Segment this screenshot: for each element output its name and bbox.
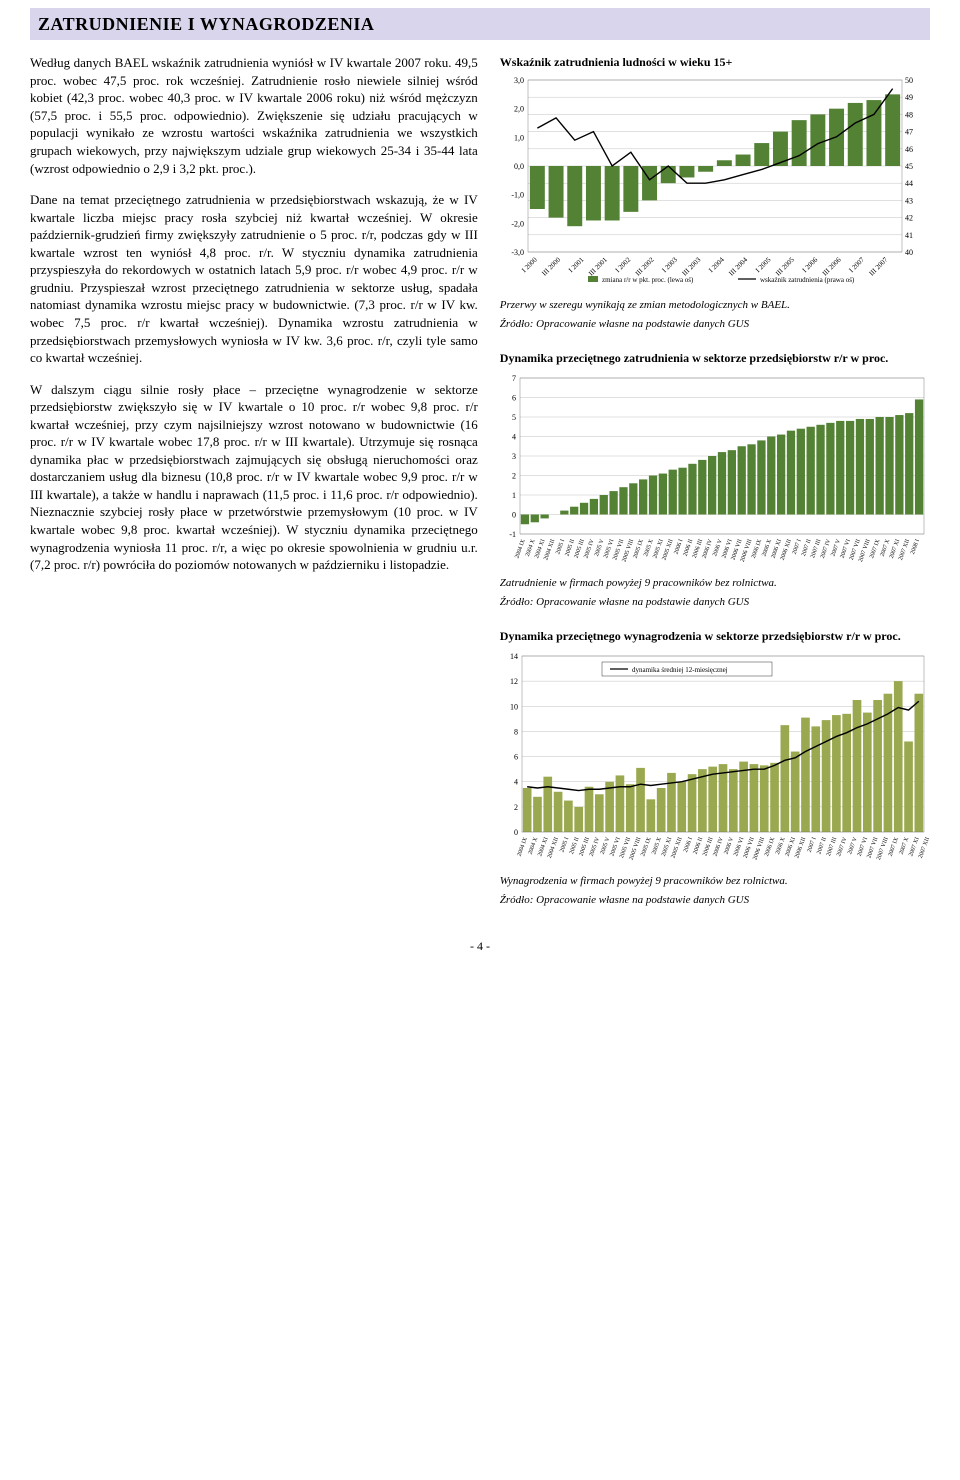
two-column-layout: Według danych BAEL wskaźnik zatrudnienia… xyxy=(30,54,930,908)
chart1-note: Przerwy w szeregu wynikają ze zmian meto… xyxy=(500,298,930,313)
svg-text:14: 14 xyxy=(510,652,518,661)
svg-text:45: 45 xyxy=(905,162,913,171)
page-number: - 4 - xyxy=(30,938,930,954)
chart3-note: Wynagrodzenia w firmach powyżej 9 pracow… xyxy=(500,874,930,889)
svg-text:III 2005: III 2005 xyxy=(774,256,796,278)
chart2-title: Dynamika przeciętnego zatrudnienia w sek… xyxy=(500,350,930,366)
svg-text:7: 7 xyxy=(512,374,516,383)
chart3-title: Dynamika przeciętnego wynagrodzenia w se… xyxy=(500,628,930,644)
svg-text:III 2006: III 2006 xyxy=(821,256,843,278)
svg-text:III 2001: III 2001 xyxy=(587,256,609,278)
svg-text:43: 43 xyxy=(905,197,913,206)
left-column: Według danych BAEL wskaźnik zatrudnienia… xyxy=(30,54,478,908)
svg-text:I 2003: I 2003 xyxy=(660,256,679,275)
right-column: Wskaźnik zatrudnienia ludności w wieku 1… xyxy=(500,54,930,908)
chart2-note: Zatrudnienie w firmach powyżej 9 pracown… xyxy=(500,576,930,591)
svg-text:3,0: 3,0 xyxy=(514,76,524,85)
svg-text:I 2004: I 2004 xyxy=(707,256,726,275)
svg-text:44: 44 xyxy=(905,180,913,189)
svg-text:2006 I: 2006 I xyxy=(683,837,694,854)
svg-text:6: 6 xyxy=(512,394,516,403)
svg-text:0: 0 xyxy=(512,511,516,520)
svg-text:5: 5 xyxy=(512,413,516,422)
svg-text:48: 48 xyxy=(905,111,913,120)
svg-text:49: 49 xyxy=(905,94,913,103)
svg-text:I 2007: I 2007 xyxy=(847,256,866,275)
svg-text:-3,0: -3,0 xyxy=(511,248,524,257)
svg-text:2,0: 2,0 xyxy=(514,105,524,114)
svg-text:wskaźnik zatrudnienia (prawa o: wskaźnik zatrudnienia (prawa oś) xyxy=(760,276,855,284)
svg-text:4: 4 xyxy=(512,433,516,442)
paragraph-1: Według danych BAEL wskaźnik zatrudnienia… xyxy=(30,54,478,177)
chart1: 40 41 42 43 44 45 46 47 48 49 50 -3,0 -2,0 -1,0 0,0 1,0… xyxy=(500,74,930,294)
svg-text:zmiana r/r w pkt. proc. (lewa: zmiana r/r w pkt. proc. (lewa oś) xyxy=(602,276,694,284)
svg-text:10: 10 xyxy=(510,703,518,712)
chart3: 024681012142004 IX2004 X2004 XI2004 XII2… xyxy=(500,650,930,870)
svg-text:50: 50 xyxy=(905,76,913,85)
svg-text:8: 8 xyxy=(514,728,518,737)
svg-text:40: 40 xyxy=(905,248,913,257)
section-header: ZATRUDNIENIE I WYNAGRODZENIA xyxy=(30,8,930,40)
svg-text:2: 2 xyxy=(514,803,518,812)
svg-text:3: 3 xyxy=(512,452,516,461)
svg-text:41: 41 xyxy=(905,231,913,240)
svg-text:2005 I: 2005 I xyxy=(559,837,570,854)
svg-text:47: 47 xyxy=(905,128,913,137)
svg-text:4: 4 xyxy=(514,778,518,787)
svg-text:I 2000: I 2000 xyxy=(520,256,539,275)
svg-text:-1,0: -1,0 xyxy=(511,191,524,200)
paragraph-3: W dalszym ciągu silnie rosły płace – prz… xyxy=(30,381,478,574)
svg-text:1,0: 1,0 xyxy=(514,134,524,143)
svg-text:I 2006: I 2006 xyxy=(801,256,820,275)
svg-text:III 2002: III 2002 xyxy=(634,256,656,278)
svg-text:III 2007: III 2007 xyxy=(867,256,889,278)
svg-text:0,0: 0,0 xyxy=(514,162,524,171)
svg-text:0: 0 xyxy=(514,828,518,837)
svg-text:III 2000: III 2000 xyxy=(540,256,562,278)
svg-text:I 2002: I 2002 xyxy=(614,256,633,275)
chart1-title: Wskaźnik zatrudnienia ludności w wieku 1… xyxy=(500,54,930,70)
svg-text:2008 I: 2008 I xyxy=(910,539,921,556)
svg-text:46: 46 xyxy=(905,145,913,154)
svg-text:2007 I: 2007 I xyxy=(806,837,817,854)
svg-text:2: 2 xyxy=(512,472,516,481)
svg-text:I 2005: I 2005 xyxy=(754,256,773,275)
chart1-source: Źródło: Opracowanie własne na podstawie … xyxy=(500,317,930,332)
svg-text:-2,0: -2,0 xyxy=(511,220,524,229)
svg-text:12: 12 xyxy=(510,677,518,686)
svg-text:-1: -1 xyxy=(509,530,516,539)
svg-text:42: 42 xyxy=(905,214,913,223)
paragraph-2: Dane na temat przeciętnego zatrudnienia … xyxy=(30,191,478,366)
svg-text:6: 6 xyxy=(514,753,518,762)
svg-text:dynamika średniej 12-miesięczn: dynamika średniej 12-miesięcznej xyxy=(632,666,728,674)
chart2-source: Źródło: Opracowanie własne na podstawie … xyxy=(500,595,930,610)
chart3-source: Źródło: Opracowanie własne na podstawie … xyxy=(500,893,930,908)
svg-text:III 2004: III 2004 xyxy=(727,256,749,278)
svg-text:III 2003: III 2003 xyxy=(680,256,702,278)
svg-text:I 2001: I 2001 xyxy=(567,256,586,275)
svg-text:1: 1 xyxy=(512,491,516,500)
chart2: -1012345672004 IX2004 X2004 XI2004 XII20… xyxy=(500,372,930,572)
